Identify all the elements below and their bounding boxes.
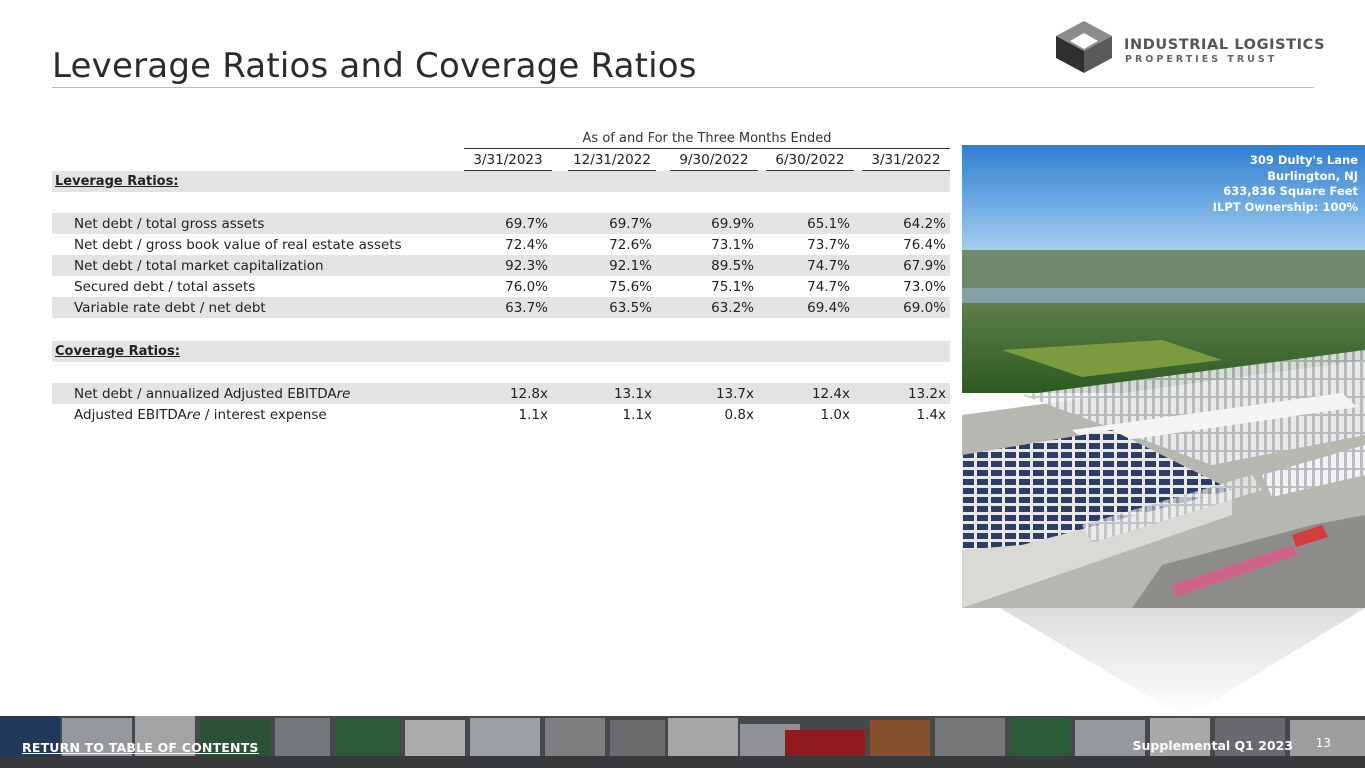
cell-value: 73.7%: [807, 237, 850, 253]
cell-value: 69.0%: [903, 300, 946, 316]
cell-value: 13.1x: [613, 386, 652, 402]
cell-value: 75.6%: [609, 279, 652, 295]
table-row: Secured debt / total assets 76.0% 75.6% …: [52, 276, 950, 297]
caption-address: 309 Dulty's Lane: [1249, 153, 1358, 167]
cell-value: 63.7%: [505, 300, 548, 316]
table-row: Net debt / gross book value of real esta…: [52, 234, 950, 255]
table-row: Adjusted EBITDAre / interest expense 1.1…: [52, 404, 950, 425]
cell-value: 67.9%: [903, 258, 946, 274]
company-logo: INDUSTRIAL LOGISTICS PROPERTIES TRUST: [1054, 19, 1326, 75]
cell-value: 12.8x: [509, 386, 548, 402]
photo-shadow: [1000, 608, 1365, 718]
cell-value: 74.7%: [807, 258, 850, 274]
caption-city: Burlington, NJ: [1267, 168, 1358, 183]
table-row: Net debt / total market capitalization 9…: [52, 255, 950, 276]
return-to-contents-link[interactable]: RETURN TO TABLE OF CONTENTS: [22, 740, 259, 755]
footer-banner: RETURN TO TABLE OF CONTENTS Supplemental…: [0, 716, 1365, 768]
coverage-section-row: Coverage Ratios:: [52, 341, 950, 362]
cell-value: 69.4%: [807, 300, 850, 316]
cell-value: 73.1%: [711, 237, 754, 253]
cell-value: 69.9%: [711, 216, 754, 232]
leverage-section-title: Leverage Ratios:: [55, 174, 179, 189]
cell-value: 74.7%: [807, 279, 850, 295]
table-row: Net debt / total gross assets 69.7% 69.7…: [52, 213, 950, 234]
cube-logo-icon: [1056, 21, 1112, 73]
cell-value: 12.4x: [811, 386, 850, 402]
cell-value: 0.8x: [724, 407, 754, 423]
cell-value: 75.1%: [711, 279, 754, 295]
table-row: Variable rate debt / net debt 63.7% 63.5…: [52, 297, 950, 318]
column-header: 6/30/2022: [766, 152, 854, 171]
table-group-header: As of and For the Three Months Ended: [582, 131, 832, 146]
report-name: Supplemental Q1 2023: [1132, 738, 1293, 753]
cell-value: 69.7%: [505, 216, 548, 232]
column-header: 3/31/2023: [464, 152, 552, 171]
cell-value: 92.3%: [505, 258, 548, 274]
cell-value: 76.0%: [505, 279, 548, 295]
column-header: 9/30/2022: [670, 152, 758, 171]
cell-value: 1.0x: [820, 407, 850, 423]
column-header: 12/31/2022: [568, 152, 656, 171]
cell-value: 13.7x: [715, 386, 754, 402]
row-label: Net debt / total market capitalization: [74, 258, 324, 274]
row-label: Net debt / annualized Adjusted EBITDAre: [74, 386, 351, 402]
cell-value: 1.1x: [622, 407, 652, 423]
cell-value: 76.4%: [903, 237, 946, 253]
title-divider: [52, 87, 1314, 88]
photo-caption: 309 Dulty's Lane Burlington, NJ 633,836 …: [1213, 153, 1358, 215]
cell-value: 63.5%: [609, 300, 652, 316]
row-label: Adjusted EBITDAre / interest expense: [74, 407, 327, 423]
coverage-section-title: Coverage Ratios:: [55, 344, 180, 359]
logo-name: INDUSTRIAL LOGISTICS: [1124, 37, 1326, 53]
leverage-section-row: Leverage Ratios:: [52, 171, 950, 192]
property-photo: 309 Dulty's Lane Burlington, NJ 633,836 …: [962, 145, 1365, 608]
cell-value: 63.2%: [711, 300, 754, 316]
page-number: 13: [1315, 736, 1331, 750]
cell-value: 72.6%: [609, 237, 652, 253]
caption-square-feet: 633,836 Square Feet: [1223, 184, 1358, 198]
cell-value: 13.2x: [907, 386, 946, 402]
page-title: Leverage Ratios and Coverage Ratios: [52, 46, 697, 86]
table-row: Net debt / annualized Adjusted EBITDAre …: [52, 383, 950, 404]
row-label: Secured debt / total assets: [74, 279, 256, 295]
cell-value: 73.0%: [903, 279, 946, 295]
cell-value: 64.2%: [903, 216, 946, 232]
cell-value: 72.4%: [505, 237, 548, 253]
logo-subtitle: PROPERTIES TRUST: [1125, 54, 1278, 65]
cell-value: 1.4x: [916, 407, 946, 423]
row-label: Variable rate debt / net debt: [74, 300, 266, 316]
caption-ownership: ILPT Ownership: 100%: [1212, 199, 1358, 214]
cell-value: 89.5%: [711, 258, 754, 274]
row-label: Net debt / gross book value of real esta…: [74, 237, 402, 253]
row-label: Net debt / total gross assets: [74, 216, 265, 232]
cell-value: 1.1x: [518, 407, 548, 423]
warehouse-aerial-image: [962, 145, 1365, 608]
cell-value: 69.7%: [609, 216, 652, 232]
trucks-banner-image: [0, 716, 1365, 768]
cell-value: 65.1%: [807, 216, 850, 232]
column-header: 3/31/2022: [862, 152, 950, 171]
cell-value: 92.1%: [609, 258, 652, 274]
group-header-rule: [464, 148, 950, 149]
